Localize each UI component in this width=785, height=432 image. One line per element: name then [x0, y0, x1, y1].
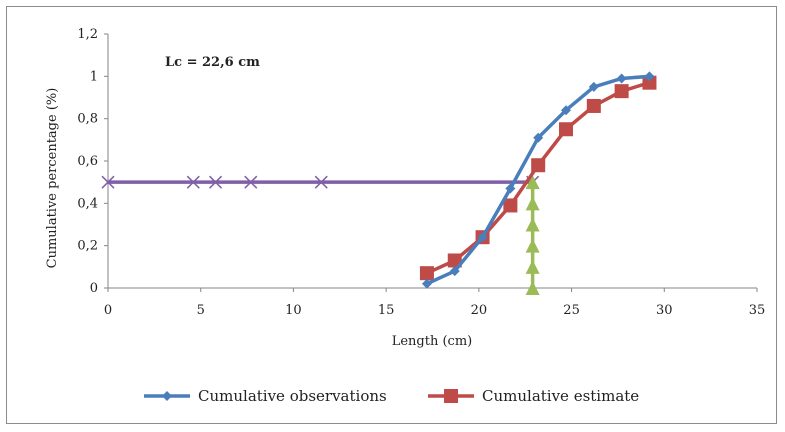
y-tick-label: 0,8 [77, 112, 98, 127]
data-point [477, 232, 488, 243]
y-tick-label: 0,4 [77, 196, 98, 211]
y-axis-title: Cumulative percentage (%) [45, 88, 60, 269]
series-line [426, 81, 650, 275]
data-point [244, 175, 258, 189]
data-point [101, 175, 115, 189]
data-point [614, 84, 629, 99]
legend-label: Cumulative estimate [482, 387, 639, 405]
data-point [616, 73, 627, 84]
data-point [644, 71, 655, 82]
lc-annotation: Lc = 22,6 cm [165, 55, 260, 70]
data-point [186, 175, 200, 189]
legend-marker [444, 389, 458, 403]
data-point [503, 198, 518, 213]
series-3 [525, 175, 540, 295]
x-tick-label: 10 [285, 303, 302, 318]
series-0 [421, 71, 655, 289]
x-tick-label: 30 [656, 303, 673, 318]
data-point [525, 196, 540, 211]
data-point [559, 122, 574, 137]
data-point [561, 105, 572, 116]
y-tick-label: 1,2 [77, 27, 98, 42]
x-tick-label: 35 [749, 303, 766, 318]
data-point [421, 278, 432, 289]
data-point [525, 175, 540, 190]
x-tick-label: 20 [471, 303, 488, 318]
data-point [525, 217, 540, 232]
data-point [642, 75, 657, 90]
legend-item: Cumulative estimate [428, 387, 639, 405]
data-point [586, 98, 601, 113]
legend: Cumulative observations Cumulative estima… [144, 387, 639, 405]
data-point [209, 175, 223, 189]
data-point [525, 238, 540, 253]
data-point [419, 266, 434, 281]
legend-marker [162, 391, 172, 401]
data-point [588, 81, 599, 92]
data-point [447, 253, 462, 268]
data-point [533, 132, 544, 143]
legend-item: Cumulative observations [144, 387, 387, 405]
legend-label: Cumulative observations [198, 387, 387, 405]
data-point [314, 175, 328, 189]
y-tick-label: 0 [90, 281, 98, 296]
x-tick-label: 0 [104, 303, 112, 318]
data-point [525, 259, 540, 274]
y-tick-label: 0,6 [77, 154, 98, 169]
data-point [449, 266, 460, 277]
series-layer [101, 71, 657, 295]
x-axis-title: Length (cm) [392, 334, 473, 349]
data-point [505, 183, 516, 194]
data-point [531, 158, 546, 173]
series-2 [101, 175, 540, 189]
y-tick-label: 0,2 [77, 239, 98, 254]
x-tick-label: 25 [563, 303, 580, 318]
data-point [525, 281, 540, 295]
x-tick-label: 15 [378, 303, 395, 318]
x-tick-label: 5 [197, 303, 205, 318]
y-tick-label: 1 [90, 69, 98, 84]
series-1 [419, 75, 657, 281]
axes-layer: 0 0,2 0,4 0,6 0,8 1 1,2 0 5 10 15 20 25 30 35 [77, 27, 765, 318]
